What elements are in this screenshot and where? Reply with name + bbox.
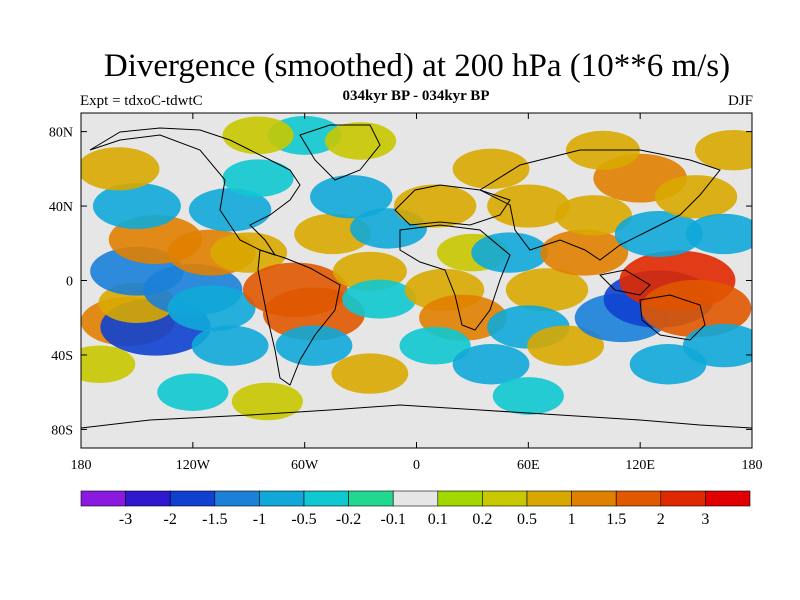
field-anomaly-10 bbox=[188, 188, 272, 232]
coast-greenland bbox=[299, 124, 381, 181]
field-anomaly-36 bbox=[540, 229, 629, 276]
colorbar-label: -1.5 bbox=[202, 511, 227, 528]
colorbar-label: -0.1 bbox=[381, 511, 406, 528]
field-anomaly-35 bbox=[527, 325, 605, 366]
colorbar: -3 -2 -1.5 -1 -0.5 -0.2 -0.1 0.1 0.2 0.5 1 1.5 2 3 bbox=[80, 490, 751, 528]
plot-subtitle: 034kyr BP - 034kyr BP bbox=[342, 88, 490, 104]
field-anomaly-11 bbox=[81, 147, 160, 191]
colorbar-swatch bbox=[169, 490, 216, 507]
colorbar-swatch bbox=[392, 490, 439, 507]
colorbar-swatch bbox=[705, 490, 751, 507]
lon-tick-label: 0 bbox=[413, 458, 420, 473]
field-anomaly-42 bbox=[614, 210, 703, 257]
field-anomaly-13 bbox=[222, 159, 294, 197]
coast-africa bbox=[399, 224, 511, 331]
field-anomaly-44 bbox=[654, 175, 738, 219]
field-anomaly-12 bbox=[210, 232, 288, 273]
coast-australia bbox=[639, 294, 706, 341]
lon-tick-label: 120E bbox=[625, 458, 655, 473]
colorbar-label: 0.1 bbox=[428, 511, 448, 528]
colorbar-swatch bbox=[303, 490, 349, 507]
season-label: DJF bbox=[727, 93, 753, 109]
colorbar-swatch bbox=[526, 490, 572, 507]
field-anomaly-52 bbox=[694, 130, 752, 171]
colorbar-swatch bbox=[615, 490, 662, 507]
field-anomaly-24 bbox=[331, 353, 409, 394]
coast-asia bbox=[478, 149, 721, 261]
divergence-field bbox=[81, 115, 752, 421]
lat-tick-label: 40S bbox=[51, 349, 73, 364]
colorbar-swatch bbox=[348, 490, 394, 507]
colorbar-label: -3 bbox=[119, 511, 132, 528]
lat-tick-label: 40N bbox=[49, 200, 73, 215]
field-anomaly-32 bbox=[471, 232, 549, 273]
colorbar-label: 0.5 bbox=[517, 511, 537, 528]
field-anomaly-41 bbox=[640, 279, 752, 338]
colorbar-label: -1 bbox=[253, 511, 266, 528]
field-anomaly-17 bbox=[262, 287, 365, 341]
lon-tick-label: 60E bbox=[517, 458, 540, 473]
colorbar-swatch bbox=[259, 490, 305, 507]
field-anomaly-54 bbox=[492, 377, 564, 415]
field-anomaly-18 bbox=[275, 325, 353, 366]
lat-tick-label: 80S bbox=[51, 423, 73, 438]
coastlines bbox=[81, 124, 752, 429]
colorbar-label: 2 bbox=[657, 511, 665, 528]
colorbar-label: -2 bbox=[164, 511, 177, 528]
field-anomaly-33 bbox=[505, 268, 589, 312]
colorbar-swatch bbox=[482, 490, 528, 507]
lat-tick-label: 80N bbox=[49, 126, 73, 141]
field-anomaly-23 bbox=[342, 279, 417, 319]
lon-tick-label: 180 bbox=[742, 458, 763, 473]
field-anomaly-6 bbox=[191, 325, 269, 366]
field-anomaly-53 bbox=[157, 373, 229, 411]
colorbar-swatch bbox=[437, 490, 483, 507]
colorbar-swatch bbox=[214, 490, 260, 507]
coast-north-america bbox=[89, 127, 301, 256]
field-anomaly-15 bbox=[222, 116, 294, 155]
field-anomaly-37 bbox=[555, 195, 632, 236]
field-anomaly-20 bbox=[310, 175, 393, 219]
lon-tick-label: 180 bbox=[71, 458, 92, 473]
field-anomaly-31 bbox=[487, 184, 570, 228]
colorbar-label: -0.5 bbox=[291, 511, 316, 528]
field-anomaly-47 bbox=[629, 344, 707, 385]
lat-tick-label: 0 bbox=[66, 275, 73, 290]
field-anomaly-48 bbox=[452, 344, 530, 385]
coast-europe bbox=[394, 184, 511, 226]
field-anomaly-55 bbox=[231, 382, 303, 421]
field-anomaly-45 bbox=[685, 213, 752, 255]
plot-title: Divergence (smoothed) at 200 hPa (10**6 … bbox=[103, 48, 731, 84]
colorbar-label: -0.2 bbox=[336, 511, 361, 528]
colorbar-swatch bbox=[125, 490, 171, 507]
colorbar-label: 3 bbox=[701, 511, 709, 528]
experiment-label: Expt = tdxoC-tdwtC bbox=[80, 93, 203, 109]
coast-antarctica bbox=[81, 404, 752, 429]
field-anomaly-51 bbox=[324, 122, 397, 160]
lon-tick-label: 60W bbox=[291, 458, 319, 473]
colorbar-swatch bbox=[571, 490, 617, 507]
longitude-axis: 180 120W 60W 0 60E 120E 180 bbox=[71, 113, 763, 473]
coast-south-america bbox=[257, 249, 341, 386]
colorbar-label: 0.2 bbox=[472, 511, 492, 528]
colorbar-swatch bbox=[660, 490, 706, 507]
field-anomaly-9 bbox=[92, 183, 181, 230]
colorbar-label: 1 bbox=[568, 511, 576, 528]
latitude-axis: 80N 40N 0 40S 80S bbox=[49, 126, 752, 438]
field-anomaly-29 bbox=[399, 326, 471, 365]
coast-maritime-continent bbox=[598, 269, 651, 296]
field-anomaly-5 bbox=[167, 285, 256, 332]
lon-tick-label: 120W bbox=[176, 458, 211, 473]
colorbar-label: 1.5 bbox=[606, 511, 626, 528]
colorbar-swatch bbox=[80, 490, 126, 507]
field-anomaly-30 bbox=[452, 148, 530, 190]
field-anomaly-25 bbox=[393, 184, 477, 228]
field-anomaly-49 bbox=[81, 345, 136, 384]
